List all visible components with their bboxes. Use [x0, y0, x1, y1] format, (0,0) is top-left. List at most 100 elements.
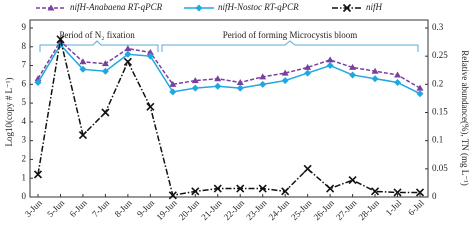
x-tick-label: 1-Jul [384, 197, 404, 217]
marker [124, 50, 132, 58]
y2-tick-label: 0.2 [432, 78, 443, 88]
marker [326, 184, 335, 193]
marker [78, 130, 88, 140]
marker [168, 191, 177, 200]
marker [304, 63, 312, 70]
series-line [37, 39, 421, 89]
marker [236, 184, 245, 193]
bracket [161, 40, 419, 52]
marker [236, 84, 244, 92]
marker [33, 170, 43, 179]
marker [213, 184, 222, 193]
marker [146, 52, 154, 60]
marker [195, 4, 203, 12]
y2-tick-label: 0.25 [432, 50, 448, 60]
y-tick-label: 4 [22, 116, 27, 126]
y2-tick-label: 0.3 [432, 22, 444, 32]
marker [371, 67, 379, 74]
marker [169, 88, 177, 96]
x-tick-label: 21-Jun [199, 197, 224, 222]
marker [214, 75, 222, 82]
marker [342, 3, 352, 13]
marker [101, 108, 110, 117]
marker [214, 82, 222, 90]
marker [123, 57, 132, 66]
series-line [37, 39, 420, 197]
y2-tick-label: 0.15 [432, 107, 448, 117]
y2-tick-label: 0.05 [432, 163, 448, 173]
marker [47, 4, 55, 11]
y-axis-title: Log10(copy # L⁻¹) [4, 78, 14, 147]
marker [326, 56, 334, 63]
legend-label: nifH [366, 2, 383, 12]
chart: Log10(copy # L⁻¹) Relative abundance(%),… [4, 2, 470, 222]
marker [124, 45, 132, 52]
annotation: Period of N₂ fixation [59, 30, 135, 40]
x-tick-label: 6-Jun [68, 197, 90, 219]
x-tick-label: 20-Jun [177, 197, 202, 222]
marker [281, 69, 289, 76]
marker [101, 67, 109, 75]
x-tick-label: 22-Jun [222, 197, 247, 222]
marker [79, 58, 87, 65]
y-tick-label: 3 [22, 135, 27, 145]
marker [258, 184, 267, 193]
series-line [37, 43, 421, 95]
marker [281, 187, 290, 196]
y-tick-label: 6 [22, 78, 27, 88]
y-tick-label: 8 [22, 41, 27, 51]
plot-frame [29, 19, 429, 198]
marker [326, 62, 334, 70]
x-tick-label: 7-Jun [90, 197, 112, 219]
legend-label: nifH-Nostoc RT-qPCR [218, 2, 299, 12]
x-tick-label: 9-Jun [135, 197, 157, 219]
annotation: Period of forming Microcystis bloom [223, 30, 358, 40]
bracket [39, 40, 159, 52]
y-tick-label: 7 [22, 60, 27, 70]
marker [169, 80, 177, 87]
x-tick-label: 8-Jun [113, 197, 135, 219]
marker [303, 164, 312, 173]
marker [191, 187, 200, 196]
marker [393, 188, 402, 197]
marker [349, 71, 357, 79]
legend-label: nifH-Anabaena RT-qPCR [70, 2, 163, 12]
marker [191, 77, 199, 84]
marker [416, 90, 424, 98]
marker [348, 176, 357, 185]
x-tick-label: 26-Jun [312, 197, 337, 222]
marker [281, 77, 289, 85]
marker [416, 84, 424, 91]
x-tick-label: 24-Jun [267, 197, 292, 222]
marker [370, 187, 380, 196]
marker [349, 63, 357, 70]
page: {"chart_data": {"type": "line", "categor… [4, 2, 470, 223]
y-tick-label: 2 [22, 154, 27, 164]
y-tick-label: 0 [22, 191, 27, 201]
x-tick-label: 5-Jun [45, 197, 67, 219]
marker [146, 102, 155, 111]
x-tick-label: 27-Jun [334, 197, 359, 222]
marker [146, 48, 154, 55]
x-tick-label: 19-Jun [154, 197, 179, 222]
x-tick-label: 23-Jun [244, 197, 269, 222]
x-tick-label: 25-Jun [289, 197, 314, 222]
x-tick-label: 28-Jun [357, 197, 382, 222]
marker [79, 65, 87, 73]
marker [259, 73, 267, 80]
y-tick-label: 1 [22, 172, 27, 182]
y2-axis-title: Relative abundance(%), TN (mg L⁻¹) [460, 50, 470, 185]
marker [34, 78, 42, 86]
marker [371, 75, 379, 83]
marker [191, 84, 199, 92]
marker [56, 35, 65, 44]
y2-tick-label: 0 [432, 191, 437, 201]
marker [415, 188, 425, 197]
y2-tick-label: 0.1 [432, 135, 443, 145]
y-tick-label: 5 [22, 97, 27, 107]
marker [304, 69, 312, 77]
marker [101, 60, 109, 67]
marker [394, 71, 402, 78]
x-tick-label: 6-Jul [406, 197, 426, 217]
marker [394, 78, 402, 86]
